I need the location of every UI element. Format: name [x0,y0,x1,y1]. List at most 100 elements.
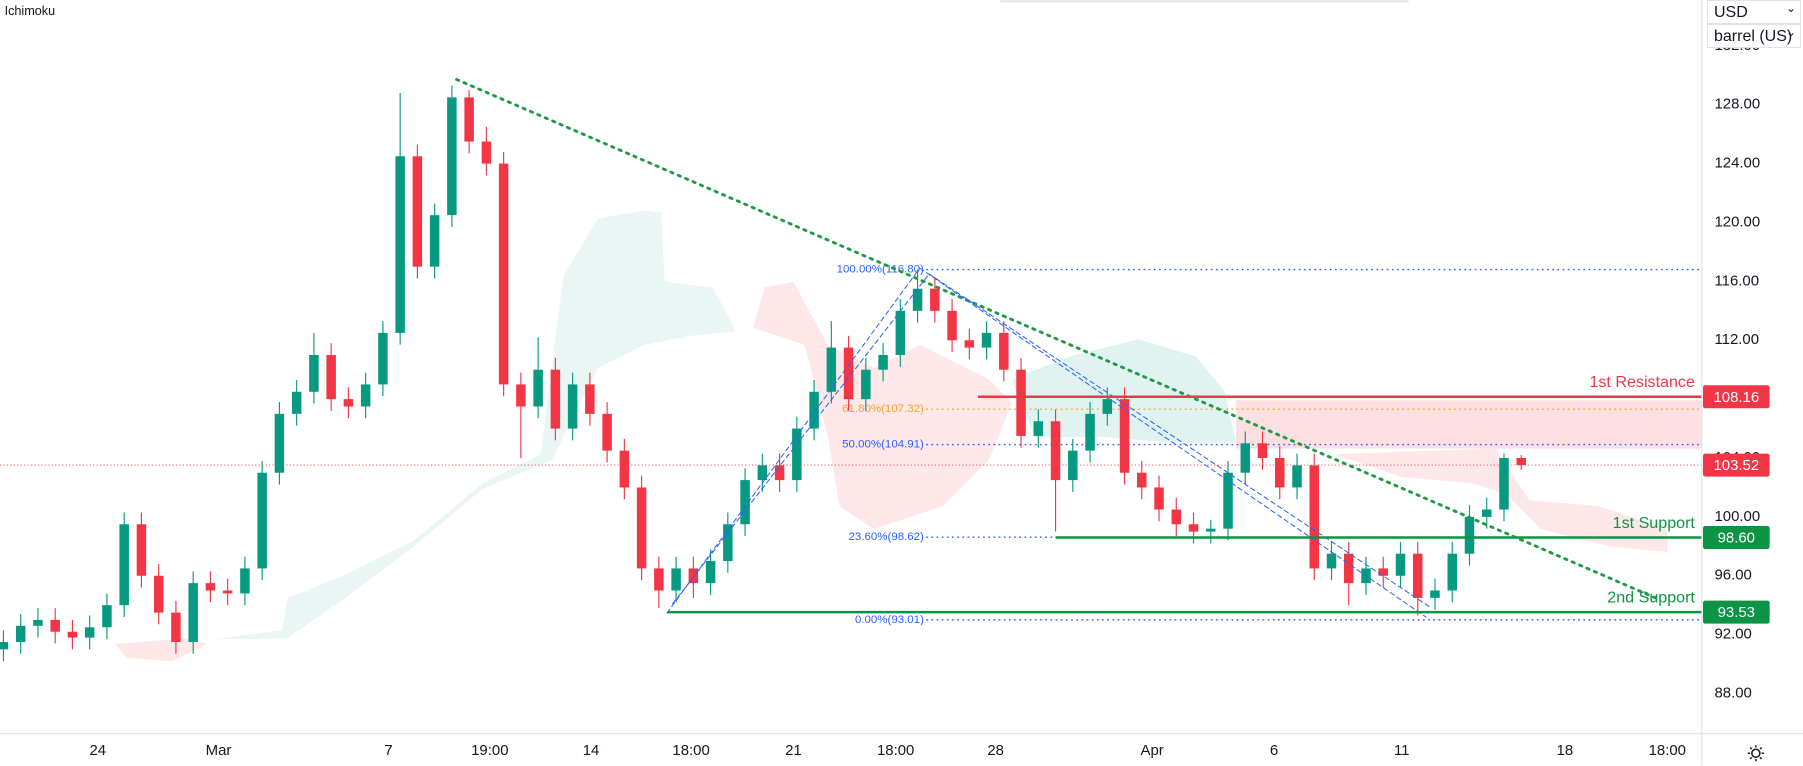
y-tick-label: 92.00 [1714,626,1751,643]
candle-body [516,384,526,407]
price-badge [1702,526,1770,549]
top-bar [1000,0,1409,3]
candle-body [1326,553,1337,569]
candle-body [257,472,267,569]
x-tick-label: 28 [987,742,1004,759]
candle-body [1516,458,1526,466]
candle-body [1033,421,1044,436]
candle-body [274,413,285,473]
y-tick-label: 112.00 [1714,331,1759,348]
candle-body [1171,509,1182,525]
settings-icon[interactable] [1747,745,1764,762]
y-tick-label: 128.00 [1714,96,1760,113]
candle-body [740,480,750,525]
candle-body [1119,399,1130,473]
indicator-title: Ichimoku [5,4,56,18]
candle-body [1292,465,1302,488]
x-tick-label: 18:00 [1649,742,1686,759]
candle-body [395,156,405,333]
candle-body [119,524,129,606]
candle-body [861,369,871,400]
candle-body [481,141,492,164]
cloud-red [1333,448,1668,553]
candle-body [360,384,371,407]
candle-body [205,583,216,591]
candle-body [895,310,906,355]
candle-body [1102,399,1113,414]
candle-body [981,332,992,348]
unit-select[interactable]: barrel (US) [1707,22,1801,48]
candle-body [171,612,181,643]
candle-body [602,413,612,451]
x-tick-label: 14 [583,742,600,759]
level-name: 1st Support [1613,514,1696,532]
trendline [928,273,1433,609]
price-badge-label: 98.60 [1718,530,1755,547]
candle-body [809,391,819,429]
candle-body [0,642,9,650]
candle-body [240,568,250,594]
price-badge-label: 108.16 [1713,389,1759,406]
candle-body [222,590,233,594]
x-tick-label: 21 [785,742,802,759]
time-axis [0,733,1702,766]
candle-body [636,487,647,569]
candle-body [964,340,975,348]
y-tick-label: 100.00 [1714,508,1760,525]
x-tick-label: 18 [1557,742,1574,759]
candle-body [1430,590,1440,598]
y-tick-label: 88.00 [1714,684,1751,701]
candle-body [619,450,630,488]
candle-body [1275,458,1285,488]
x-tick-label: 18:00 [877,742,914,759]
candle-body [792,428,802,481]
candle-body [912,288,923,311]
candle-body [533,369,543,407]
x-tick-label: 7 [384,742,392,759]
cloud-green [212,210,736,640]
candle-body [1206,528,1216,532]
y-tick-label: 124.00 [1714,155,1760,172]
candle-body [50,619,60,632]
candle-body [291,391,302,414]
candle-body [498,163,509,385]
candle-body [550,369,561,429]
candle-body [774,465,785,481]
candle-body [412,156,423,267]
candle-body [1068,450,1078,481]
currency-select[interactable]: USD [1707,0,1801,24]
price-badge-label: 103.52 [1713,457,1759,474]
y-tick-label: 116.00 [1714,272,1759,289]
candle-body [1309,465,1320,569]
candle-body [1257,443,1268,459]
fib-label: 50.00%(104.91) [842,439,924,451]
candle-body [1481,509,1492,517]
candle-body [1499,458,1509,510]
candle-body [102,605,112,628]
plot: 100.00%(116.80) 61.80%(107.32) 50.00%(104.… [0,77,1702,662]
candle-body [567,384,578,429]
candle-body [378,332,388,385]
candle-body [464,97,474,142]
candle-body [705,561,716,584]
candle-body [1413,553,1423,598]
price-badge-label: 93.53 [1718,604,1755,621]
candle-body [67,631,78,638]
fib-label: 0.00%(93.01) [855,614,924,626]
resistance-zone [1236,400,1702,449]
candle-body [757,465,768,481]
candle-body [309,354,319,392]
candle-body [188,583,198,643]
candle-body [1240,443,1251,473]
x-tick-label: Apr [1141,742,1164,759]
candle-body [1447,553,1457,591]
candle-body [15,625,26,643]
candle-body [1050,421,1061,481]
x-tick-label: 18:00 [672,742,709,759]
candle-body [1378,568,1388,576]
candle-body [843,347,854,400]
x-tick-label: Mar [206,742,232,759]
